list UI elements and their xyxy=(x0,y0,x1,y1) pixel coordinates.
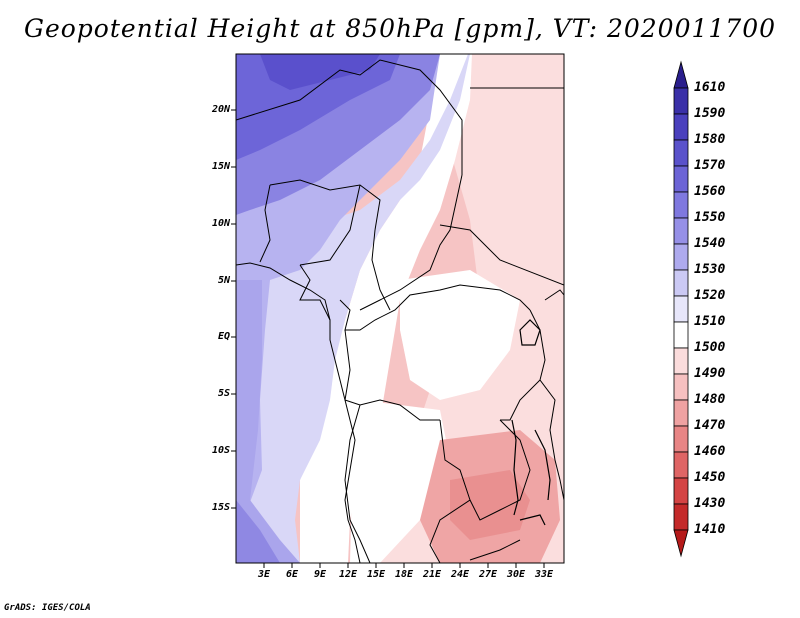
lat-label-10n: 10N xyxy=(211,218,230,229)
colorbar-swatch xyxy=(673,87,689,115)
field-dark-pink xyxy=(450,470,530,540)
colorbar-label: 1510 xyxy=(694,314,726,329)
colorbar-label: 1450 xyxy=(694,470,726,485)
colorbar xyxy=(673,60,689,558)
lon-label-27e: 27E xyxy=(478,569,498,580)
colorbar-swatch xyxy=(673,191,689,219)
colorbar-swatch xyxy=(673,295,689,323)
colorbar-swatch xyxy=(673,165,689,193)
colorbar-bottom-arrow xyxy=(673,529,689,558)
lon-label-21e: 21E xyxy=(422,569,442,580)
colorbar-label: 1430 xyxy=(694,496,726,511)
colorbar-label: 1470 xyxy=(694,418,726,433)
colorbar-label: 1500 xyxy=(694,340,726,355)
field-mid-blue-west xyxy=(236,280,300,563)
colorbar-swatch xyxy=(673,139,689,167)
colorbar-swatch xyxy=(673,399,689,427)
colorbar-swatch xyxy=(673,243,689,271)
lat-label-20n: 20N xyxy=(211,104,230,115)
lat-label-15s: 15S xyxy=(211,502,230,513)
colorbar-label: 1530 xyxy=(694,262,726,277)
lat-label-15n: 15N xyxy=(211,161,230,172)
lon-label-9e: 9E xyxy=(313,569,327,580)
colorbar-swatch xyxy=(673,347,689,375)
coastline xyxy=(236,262,361,563)
lon-label-6e: 6E xyxy=(285,569,299,580)
lon-label-30e: 30E xyxy=(506,569,526,580)
colorbar-top-arrow xyxy=(673,60,689,89)
lat-label-5s: 5S xyxy=(217,388,230,399)
lon-label-24e: 24E xyxy=(450,569,470,580)
lat-ticks xyxy=(231,109,236,509)
credit-text: GrADS: IGES/COLA xyxy=(4,603,91,613)
lakes xyxy=(511,319,551,526)
plot-title: Geopotential Height at 850hPa [gpm], VT:… xyxy=(23,14,777,43)
field-white xyxy=(300,54,472,563)
colorbar-label: 1610 xyxy=(694,80,726,95)
colorbar-swatch xyxy=(673,217,689,245)
colorbar-swatch xyxy=(673,451,689,479)
lat-label-eq: EQ xyxy=(217,331,230,342)
colorbar-swatch xyxy=(673,321,689,349)
height-field xyxy=(236,54,564,563)
colorbar-swatch xyxy=(673,113,689,141)
colorbar-label: 1590 xyxy=(694,106,726,121)
colorbar-swatch xyxy=(673,425,689,453)
colorbar-label: 1480 xyxy=(694,392,726,407)
field-white-center xyxy=(400,270,520,400)
colorbar-swatch xyxy=(673,373,689,401)
colorbar-label: 1410 xyxy=(694,522,726,537)
field-white-south xyxy=(350,400,450,563)
colorbar-swatch xyxy=(673,503,689,531)
lon-label-33e: 33E xyxy=(534,569,554,580)
colorbar-label: 1550 xyxy=(694,210,726,225)
colorbar-label: 1580 xyxy=(694,132,726,147)
map-frame xyxy=(235,53,565,564)
colorbar-swatch xyxy=(673,269,689,297)
colorbar-label: 1460 xyxy=(694,444,726,459)
country-borders xyxy=(236,59,564,563)
colorbar-label: 1560 xyxy=(694,184,726,199)
lat-label-5n: 5N xyxy=(217,275,230,286)
colorbar-label: 1490 xyxy=(694,366,726,381)
colorbar-swatch xyxy=(673,477,689,505)
field-light-blue xyxy=(236,54,470,563)
colorbar-label: 1520 xyxy=(694,288,726,303)
lat-label-10s: 10S xyxy=(211,445,230,456)
lon-label-3e: 3E xyxy=(257,569,271,580)
colorbar-label: 1570 xyxy=(694,158,726,173)
lon-ticks xyxy=(263,563,545,568)
lon-label-15e: 15E xyxy=(366,569,386,580)
lon-label-18e: 18E xyxy=(394,569,414,580)
lon-label-12e: 12E xyxy=(338,569,358,580)
field-deepest-blue xyxy=(260,54,380,90)
colorbar-label: 1540 xyxy=(694,236,726,251)
field-sw-blue xyxy=(236,500,280,563)
